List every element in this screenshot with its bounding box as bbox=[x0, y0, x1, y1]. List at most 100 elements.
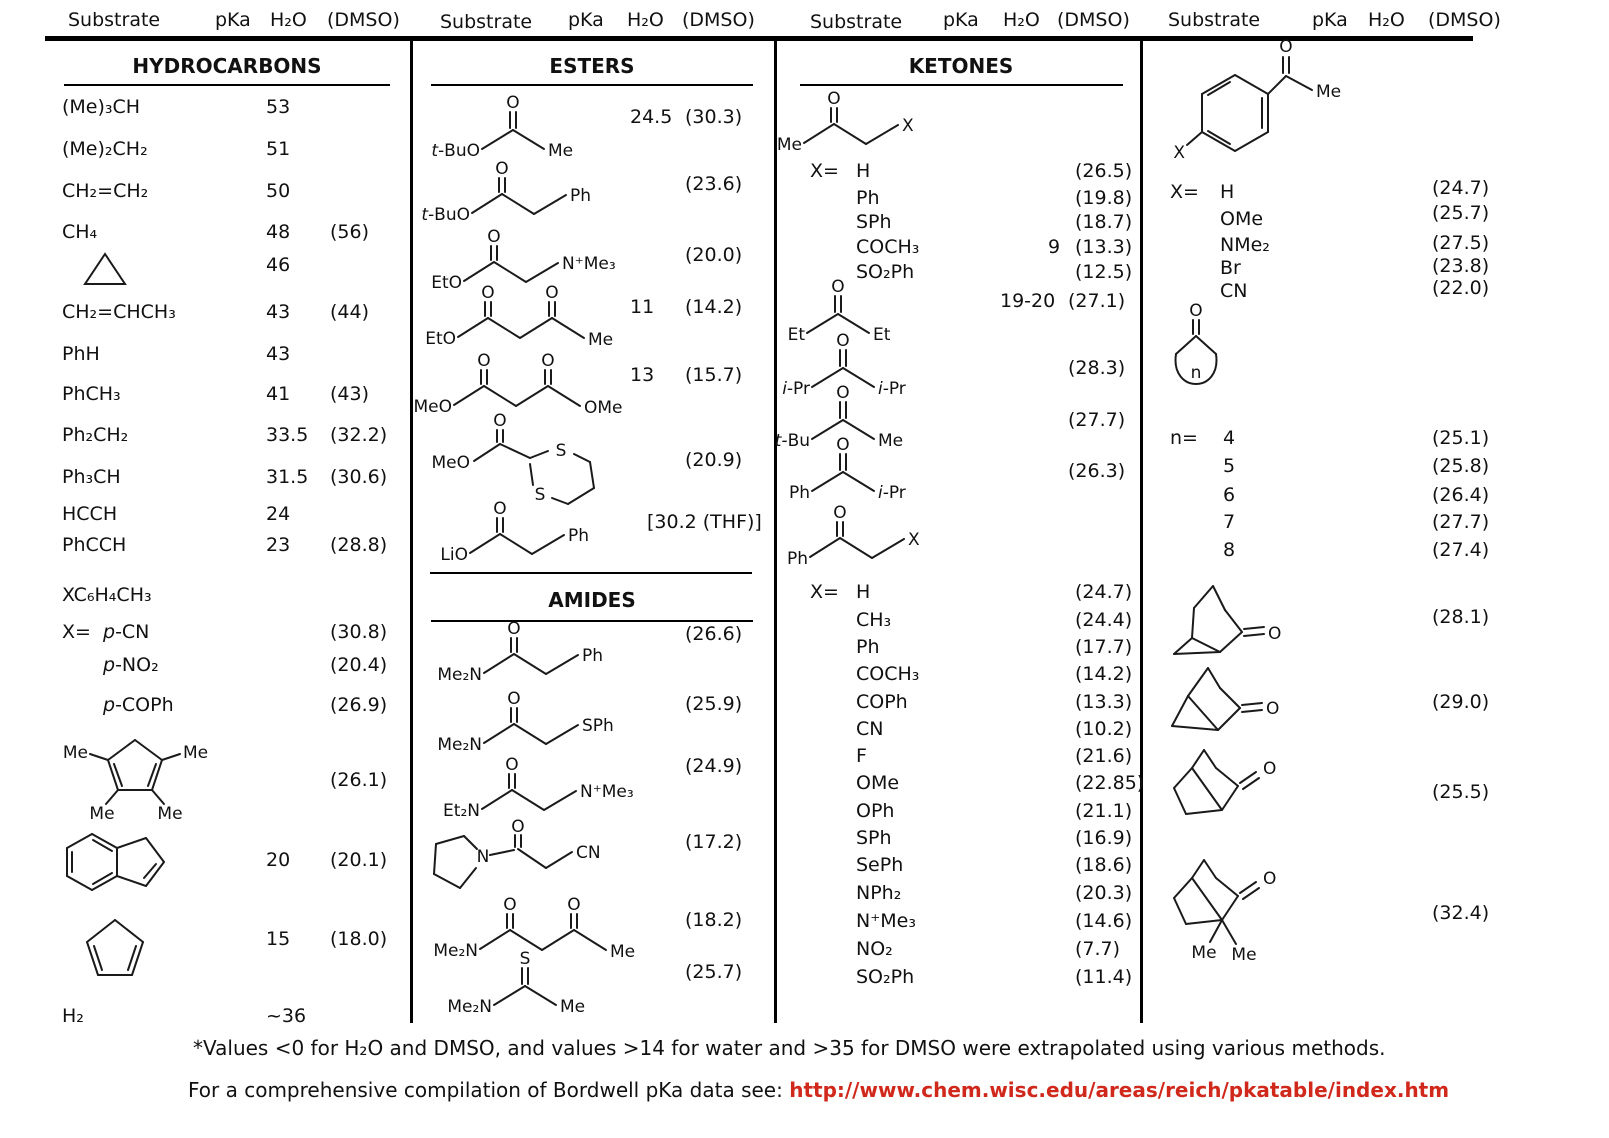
oxygen-label: O bbox=[1263, 869, 1276, 889]
column-divider bbox=[1140, 41, 1143, 1023]
pka-dmso-value: (10.2) bbox=[1075, 718, 1133, 740]
oxygen-label: O bbox=[545, 283, 558, 303]
substituent-label: COCH₃ bbox=[856, 236, 920, 258]
substituent-label: H bbox=[1220, 181, 1235, 203]
pka-dmso-value: (28.1) bbox=[1432, 606, 1490, 628]
pka-dmso-value: (17.7) bbox=[1075, 636, 1133, 658]
group-label: i-Pr bbox=[878, 379, 906, 399]
pka-dmso-value: [30.2 (THF)] bbox=[647, 511, 762, 533]
pka-dmso-value: (26.3) bbox=[1068, 460, 1126, 482]
column-header-substrate: Substrate bbox=[810, 11, 903, 33]
structure-acetone-x: O Me X bbox=[777, 89, 914, 155]
methyl-label: Me bbox=[63, 743, 88, 763]
oxygen-label: O bbox=[1266, 699, 1279, 719]
column-divider bbox=[410, 41, 413, 1023]
pka-dmso-value: (20.4) bbox=[330, 654, 388, 676]
pka-dmso-value: (25.5) bbox=[1432, 781, 1490, 803]
section-title-hydrocarbons: HYDROCARBONS bbox=[132, 54, 322, 78]
group-label: t-Bu bbox=[775, 431, 810, 451]
oxygen-label: O bbox=[481, 283, 494, 303]
structure-tetramethylcyclopentadiene: Me Me Me Me bbox=[63, 739, 208, 824]
substrate-formula: PhCCH bbox=[62, 534, 127, 556]
substituent-label: Ph bbox=[856, 636, 880, 658]
methyl-label: Me bbox=[89, 804, 114, 824]
column-header-substrate: Substrate bbox=[1168, 9, 1261, 31]
pka-h2o-value: 9 bbox=[1048, 236, 1061, 258]
oxygen-label: O bbox=[506, 93, 519, 113]
ring-size-value: 6 bbox=[1223, 484, 1236, 506]
pka-dmso-value: (24.7) bbox=[1432, 177, 1490, 199]
substituent-label: SePh bbox=[856, 854, 904, 876]
group-label: CN bbox=[576, 843, 601, 863]
column-header-pka: pKa bbox=[568, 9, 604, 31]
x-equals-label: X= bbox=[810, 160, 839, 182]
group-label: Et bbox=[873, 325, 891, 345]
pka-h2o-value: 13 bbox=[630, 364, 655, 386]
column-header-dmso: (DMSO) bbox=[327, 9, 400, 31]
group-label: X bbox=[908, 530, 920, 550]
pka-dmso-value: (30.6) bbox=[330, 466, 388, 488]
substituent-label: COPh bbox=[856, 691, 908, 713]
pka-dmso-value: (24.9) bbox=[685, 755, 743, 777]
group-label: t-BuO bbox=[421, 205, 470, 225]
structure-pinacolone: O t-Bu Me bbox=[775, 383, 903, 451]
substituent-label: SPh bbox=[856, 827, 892, 849]
pka-dmso-value: (13.3) bbox=[1075, 236, 1133, 258]
group-label: X bbox=[902, 116, 914, 136]
column-header-pka: pKa bbox=[943, 9, 979, 31]
pka-h2o-value: 33.5 bbox=[266, 424, 309, 446]
group-label: Me bbox=[878, 431, 903, 451]
substituent-label: H bbox=[856, 160, 871, 182]
pka-table-link[interactable]: http://www.chem.wisc.edu/areas/reich/pka… bbox=[789, 1078, 1450, 1102]
sulfur-label: S bbox=[556, 441, 567, 461]
pka-dmso-value: (21.1) bbox=[1075, 800, 1133, 822]
structure-norbornanone: O bbox=[1171, 667, 1279, 731]
oxygen-label: O bbox=[831, 277, 844, 297]
pka-dmso-value: (20.0) bbox=[685, 244, 743, 266]
structure-thioacetamide: S Me₂N Me bbox=[447, 949, 585, 1017]
section-rule bbox=[800, 84, 1123, 86]
pka-h2o-value: 53 bbox=[266, 96, 291, 118]
oxygen-label: O bbox=[836, 331, 849, 351]
pka-h2o-value: 24.5 bbox=[630, 106, 673, 128]
ring-size-value: 8 bbox=[1223, 539, 1236, 561]
pka-dmso-value: (20.3) bbox=[1075, 882, 1133, 904]
ring-size-value: 5 bbox=[1223, 455, 1236, 477]
group-label: Et₂N bbox=[443, 801, 480, 821]
column-header-dmso: (DMSO) bbox=[1428, 9, 1501, 31]
substrate-formula: CH₂=CHCH₃ bbox=[62, 301, 176, 323]
pka-h2o-value: ~36 bbox=[266, 1005, 307, 1027]
oxygen-label: O bbox=[1268, 624, 1281, 644]
oxygen-label: O bbox=[1263, 759, 1276, 779]
structure-dimethyl-bicyclic-ketone: O Me Me bbox=[1173, 859, 1276, 965]
sulfur-label: S bbox=[520, 949, 531, 969]
footnote-extrapolation: *Values <0 for H₂O and DMSO, and values … bbox=[193, 1036, 1386, 1060]
substituent-label: CN bbox=[856, 718, 884, 740]
group-label: MeO bbox=[431, 453, 470, 473]
substrate-formula: CH₂=CH₂ bbox=[62, 180, 149, 202]
substituent-label: COCH₃ bbox=[856, 663, 920, 685]
column-header-substrate: Substrate bbox=[440, 11, 533, 33]
pka-dmso-value: (25.7) bbox=[1432, 202, 1490, 224]
column-header-h2o: H₂O bbox=[627, 9, 664, 31]
group-label: N⁺Me₃ bbox=[562, 254, 616, 274]
pka-dmso-value: (17.2) bbox=[685, 831, 743, 853]
oxygen-label: O bbox=[827, 89, 840, 109]
structure-diisopropyl-ketone: O i-Pr i-Pr bbox=[782, 331, 906, 399]
column-divider bbox=[774, 41, 777, 1023]
structure-indene bbox=[66, 833, 165, 891]
pka-dmso-value: (23.6) bbox=[685, 173, 743, 195]
pka-dmso-value: (25.7) bbox=[685, 961, 743, 983]
group-label: OMe bbox=[584, 398, 623, 418]
oxygen-label: O bbox=[493, 499, 506, 519]
structure-cycloalkanone: O n bbox=[1174, 301, 1218, 385]
pka-dmso-value: (22.85) bbox=[1075, 772, 1145, 794]
pka-dmso-value: (32.4) bbox=[1432, 902, 1490, 924]
pka-dmso-value: (21.6) bbox=[1075, 745, 1133, 767]
structure-3-pentanone: O Et Et bbox=[788, 277, 891, 345]
pka-h2o-value: 46 bbox=[266, 254, 291, 276]
structure-phenacyl-x: O Ph X bbox=[787, 503, 920, 569]
pka-h2o-value: 11 bbox=[630, 296, 655, 318]
structure-dimethylamide-acetoacetamide: O O Me₂N Me bbox=[433, 895, 635, 962]
group-label: EtO bbox=[425, 329, 456, 349]
